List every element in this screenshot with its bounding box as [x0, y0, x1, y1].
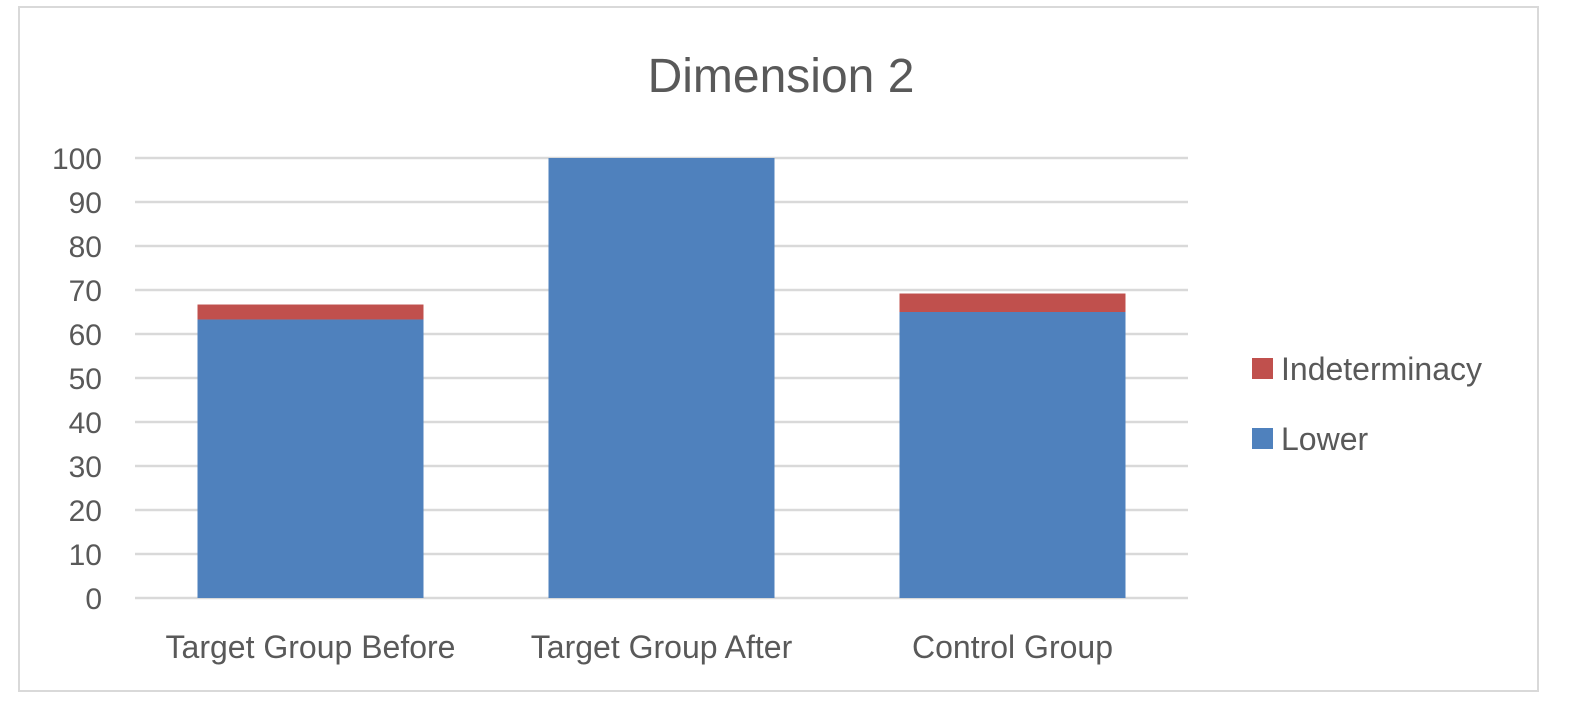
bars	[197, 158, 1126, 598]
y-axis-tick-labels: 0 10 20 30 40 50 60 70 80 90 100	[52, 143, 102, 616]
bar-lower-2	[899, 312, 1126, 598]
y-tick-label: 70	[69, 275, 102, 308]
x-category-label: Target Group After	[531, 629, 793, 665]
y-tick-label: 90	[69, 187, 102, 220]
bar-lower-1	[548, 158, 775, 598]
bar-lower-0	[197, 319, 424, 598]
y-tick-label: 20	[69, 495, 102, 528]
legend-swatch-lower	[1252, 428, 1273, 449]
y-tick-label: 60	[69, 319, 102, 352]
chart-title: Dimension 2	[648, 50, 915, 103]
y-tick-label: 80	[69, 231, 102, 264]
y-tick-label: 100	[52, 143, 102, 176]
y-tick-label: 10	[69, 539, 102, 572]
y-tick-label: 0	[85, 583, 102, 616]
y-tick-label: 30	[69, 451, 102, 484]
x-category-label: Target Group Before	[166, 629, 456, 665]
x-axis-category-labels: Target Group Before Target Group After Con…	[166, 629, 1113, 665]
legend-swatch-indeterminacy	[1252, 358, 1273, 379]
legend-label-indeterminacy: Indeterminacy	[1281, 351, 1482, 387]
x-category-label: Control Group	[912, 629, 1113, 665]
y-tick-label: 40	[69, 407, 102, 440]
legend-label-lower: Lower	[1281, 421, 1369, 457]
bar-indeterminacy-0	[197, 304, 424, 320]
y-tick-label: 50	[69, 363, 102, 396]
bar-indeterminacy-2	[899, 293, 1126, 312]
legend: Indeterminacy Lower	[1252, 351, 1482, 457]
